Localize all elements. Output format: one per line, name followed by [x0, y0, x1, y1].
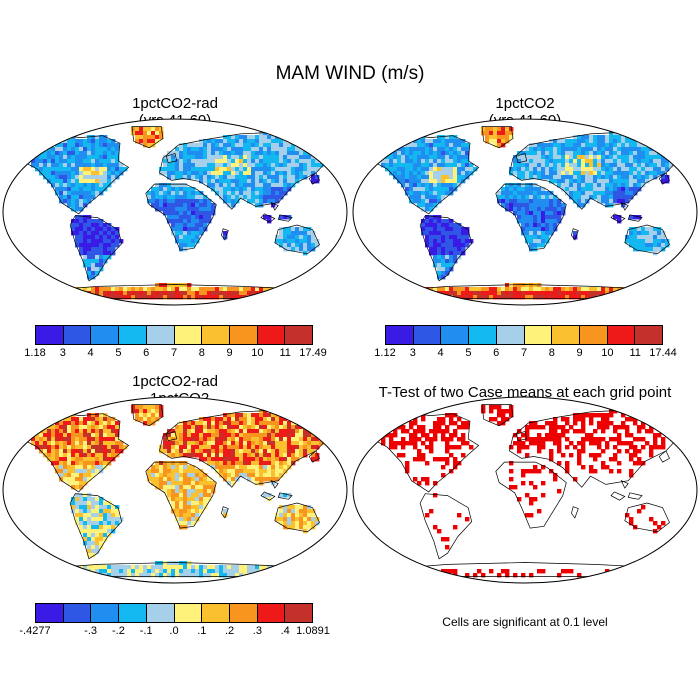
colorbar-1pctco2-rad-labels: 1.18 3 4 5 6 7 8 9 10 11 17.49 — [24, 347, 326, 361]
colorbar-tick-label: 5 — [115, 347, 122, 359]
colorbar-tick-label: .1 — [197, 625, 207, 637]
colorbar-swatch — [413, 326, 442, 344]
colorbar-tick-label: 4 — [87, 347, 94, 359]
colorbar-tick-label: 7 — [170, 347, 178, 359]
colorbar-swatch — [91, 604, 120, 622]
colorbar-swatch — [202, 604, 230, 622]
colorbar-swatch — [174, 326, 203, 344]
colorbar-tick-label: 3 — [59, 347, 66, 359]
colorbar-tick-label: 5 — [465, 347, 472, 359]
colorbar-swatch — [146, 604, 175, 622]
colorbar-tick-label: .2 — [225, 625, 235, 637]
colorbar-swatch — [146, 326, 175, 344]
colorbar-tick-label: 10 — [251, 347, 264, 359]
colorbar-swatch — [496, 326, 525, 344]
colorbar-swatch — [257, 604, 286, 622]
colorbar-swatch — [635, 326, 663, 344]
colorbar-swatch — [36, 604, 64, 622]
colorbar-difference-labels: -.4277 -.3 -.2 -.1 .0 .1 .2 .3 .4 1.0891 — [19, 625, 329, 639]
colorbar-tick-label: 11 — [279, 347, 291, 359]
colorbar-swatch — [63, 604, 92, 622]
colorbar-swatch — [202, 326, 230, 344]
colorbar-swatch — [229, 604, 258, 622]
colorbar-tick-label: 9 — [576, 347, 583, 359]
colorbar-tick-label: 17.49 — [299, 347, 327, 359]
colorbar-tick-label: 1.18 — [24, 347, 46, 359]
colorbar-tick-label: 8 — [198, 347, 205, 359]
colorbar-tick-label: 1.0891 — [296, 625, 330, 637]
colorbar-swatch — [552, 326, 580, 344]
colorbar-tick-label: -.3 — [84, 625, 98, 637]
colorbar-swatch — [441, 326, 470, 344]
colorbar-swatch — [579, 326, 608, 344]
colorbar-tick-label: .3 — [252, 625, 262, 637]
figure-title: MAM WIND (m/s) — [275, 63, 425, 84]
colorbar-tick-label: .0 — [169, 625, 179, 637]
colorbar-tick-label: 3 — [409, 347, 416, 359]
colorbar-difference — [35, 603, 313, 623]
colorbar-swatch — [91, 326, 120, 344]
colorbar-tick-label: .4 — [280, 625, 290, 637]
colorbar-tick-label: 4 — [437, 347, 444, 359]
colorbar-swatch — [119, 604, 147, 622]
significance-note: Cells are significant at 0.1 level — [442, 615, 608, 629]
colorbar-tick-label: -.2 — [111, 625, 125, 637]
colorbar-tick-label: -.4277 — [19, 625, 51, 637]
colorbar-swatch — [607, 326, 636, 344]
colorbar-tick-label: 6 — [143, 347, 150, 359]
map-field-cells — [31, 127, 324, 300]
colorbar-swatch — [257, 326, 286, 344]
colorbar-swatch — [285, 326, 313, 344]
colorbar-swatch — [119, 326, 147, 344]
colorbar-swatch — [229, 326, 258, 344]
colorbar-1pctco2-rad — [35, 325, 313, 345]
colorbar-1pctco2-labels: 1.12 3 4 5 6 7 8 9 10 11 17.44 — [374, 347, 676, 361]
colorbar-tick-label: 11 — [629, 347, 641, 359]
colorbar-tick-label: 8 — [548, 347, 555, 359]
colorbar-1pctco2 — [385, 325, 663, 345]
colorbar-tick-label: 1.12 — [374, 347, 396, 359]
colorbar-swatch — [36, 326, 64, 344]
colorbar-tick-label: 10 — [601, 347, 614, 359]
colorbar-swatch — [524, 326, 553, 344]
colorbar-swatch — [469, 326, 497, 344]
colorbar-tick-label: 6 — [493, 347, 500, 359]
colorbar-tick-label: 17.44 — [649, 347, 677, 359]
colorbar-swatch — [386, 326, 414, 344]
colorbar-tick-label: 9 — [226, 347, 233, 359]
map-field-cells — [31, 405, 324, 578]
colorbar-tick-label: -.1 — [139, 625, 153, 637]
colorbar-swatch — [174, 604, 203, 622]
colorbar-tick-label: 7 — [520, 347, 528, 359]
colorbar-swatch — [63, 326, 92, 344]
colorbar-swatch — [285, 604, 313, 622]
